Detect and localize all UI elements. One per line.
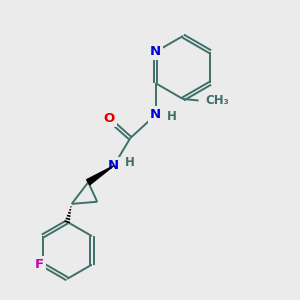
Text: F: F (35, 258, 44, 271)
Text: H: H (167, 110, 177, 123)
Text: N: N (150, 45, 161, 58)
Text: O: O (103, 112, 115, 124)
Text: H: H (125, 156, 135, 169)
Text: CH₃: CH₃ (205, 94, 229, 107)
Text: N: N (150, 108, 161, 121)
Polygon shape (87, 166, 114, 185)
Text: N: N (108, 159, 119, 172)
